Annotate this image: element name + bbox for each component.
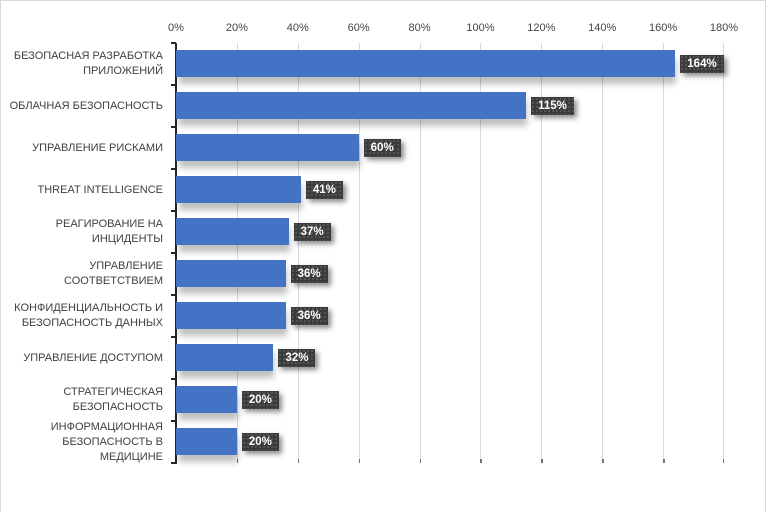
category-label: THREAT INTELLIGENCE: [37, 183, 163, 196]
bar-track: 32%: [176, 337, 724, 379]
chart-row: УПРАВЛЕНИЕ РИСКАМИ 60%: [1, 126, 765, 169]
category-label: ОБЛАЧНАЯ БЕЗОПАСНОСТЬ: [9, 99, 163, 112]
bar: [176, 302, 286, 329]
bar-track: 20%: [176, 379, 724, 421]
value-label: 164%: [680, 55, 724, 73]
value-label: 60%: [363, 139, 401, 157]
axis-tick-label: 80%: [408, 22, 431, 34]
value-axis: 0% 20% 40% 60% 80% 100% 120% 140% 160% 1…: [168, 22, 738, 38]
value-label: 20%: [241, 433, 279, 451]
chart-row: ОБЛАЧНАЯ БЕЗОПАСНОСТЬ 115%: [1, 84, 765, 127]
axis-tick-label: 60%: [347, 22, 370, 34]
value-label: 41%: [305, 181, 343, 199]
category-label: УПРАВЛЕНИЕ СООТВЕТСТВИЕМ: [64, 260, 163, 287]
plot-area: [176, 43, 725, 463]
gridline: [541, 43, 543, 463]
axis-tick-label: 140%: [588, 22, 617, 34]
bar-track: 164%: [176, 43, 724, 85]
value-label: 32%: [278, 349, 316, 367]
axis-tick-label: 160%: [649, 22, 678, 34]
category-label: РЕАГИРОВАНИЕ НА ИНЦИДЕНТЫ: [55, 218, 163, 245]
chart-row: ИНФОРМАЦИОННАЯ БЕЗОПАСНОСТЬ В МЕДИЦИНЕ 2…: [1, 420, 765, 463]
chart-row: УПРАВЛЕНИЕ СООТВЕТСТВИЕМ 36%: [1, 252, 765, 295]
bar: [176, 92, 527, 119]
category-label: КОНФИДЕНЦИАЛЬНОСТЬ И БЕЗОПАСНОСТЬ ДАННЫХ: [14, 302, 163, 329]
gridline: [236, 43, 239, 463]
gridline: [297, 43, 300, 463]
chart-row: СТРАТЕГИЧЕСКАЯ БЕЗОПАСНОСТЬ 20%: [1, 378, 765, 421]
category-label: УПРАВЛЕНИЕ ДОСТУПОМ: [23, 351, 163, 364]
gridline: [602, 43, 604, 463]
value-label: 36%: [290, 307, 328, 325]
axis-tick-label: 100%: [466, 22, 495, 34]
gridline: [663, 43, 665, 463]
chart-row: КОНФИДЕНЦИАЛЬНОСТЬ И БЕЗОПАСНОСТЬ ДАННЫХ…: [1, 294, 765, 337]
chart-rows: БЕЗОПАСНАЯ РАЗРАБОТКА ПРИЛОЖЕНИЙ 164% ОБ…: [1, 42, 765, 464]
bar: [176, 134, 359, 161]
bar-track: 37%: [176, 211, 724, 253]
value-label: 20%: [241, 391, 279, 409]
bar-track: 41%: [176, 169, 724, 211]
category-label: ИНФОРМАЦИОННАЯ БЕЗОПАСНОСТЬ В МЕДИЦИНЕ: [50, 420, 163, 463]
gridline: [419, 43, 422, 463]
gridline: [722, 43, 725, 463]
bar: [176, 344, 274, 371]
category-axis-line: [175, 43, 177, 464]
category-label: СТРАТЕГИЧЕСКАЯ БЕЗОПАСНОСТЬ: [63, 386, 163, 413]
chart-row: БЕЗОПАСНАЯ РАЗРАБОТКА ПРИЛОЖЕНИЙ 164%: [1, 42, 765, 85]
axis-tick-label: 20%: [225, 22, 248, 34]
chart-row: УПРАВЛЕНИЕ ДОСТУПОМ 32%: [1, 336, 765, 379]
gridline: [480, 43, 482, 463]
bar-track: 36%: [176, 253, 724, 295]
bar-track: 60%: [176, 127, 724, 169]
bar: [176, 176, 301, 203]
axis-tick-label: 120%: [527, 22, 556, 34]
bar: [176, 386, 237, 413]
bar-track: 115%: [176, 85, 724, 127]
chart-row: РЕАГИРОВАНИЕ НА ИНЦИДЕНТЫ 37%: [1, 210, 765, 253]
axis-tick-label: 40%: [286, 22, 309, 34]
value-label: 115%: [531, 97, 574, 115]
value-label: 36%: [290, 265, 328, 283]
value-label: 37%: [293, 223, 331, 241]
bar: [176, 260, 286, 287]
axis-tick-label: 180%: [709, 22, 739, 34]
category-label: БЕЗОПАСНАЯ РАЗРАБОТКА ПРИЛОЖЕНИЙ: [13, 50, 163, 77]
chart-row: THREAT INTELLIGENCE 41%: [1, 168, 765, 211]
bar: [176, 428, 237, 455]
category-label: УПРАВЛЕНИЕ РИСКАМИ: [32, 141, 163, 154]
axis-tick-label: 0%: [168, 22, 184, 34]
bar-track: 20%: [176, 421, 724, 463]
bar-track: 36%: [176, 295, 724, 337]
bar: [176, 50, 676, 77]
bar: [176, 218, 289, 245]
gridline: [358, 43, 361, 463]
